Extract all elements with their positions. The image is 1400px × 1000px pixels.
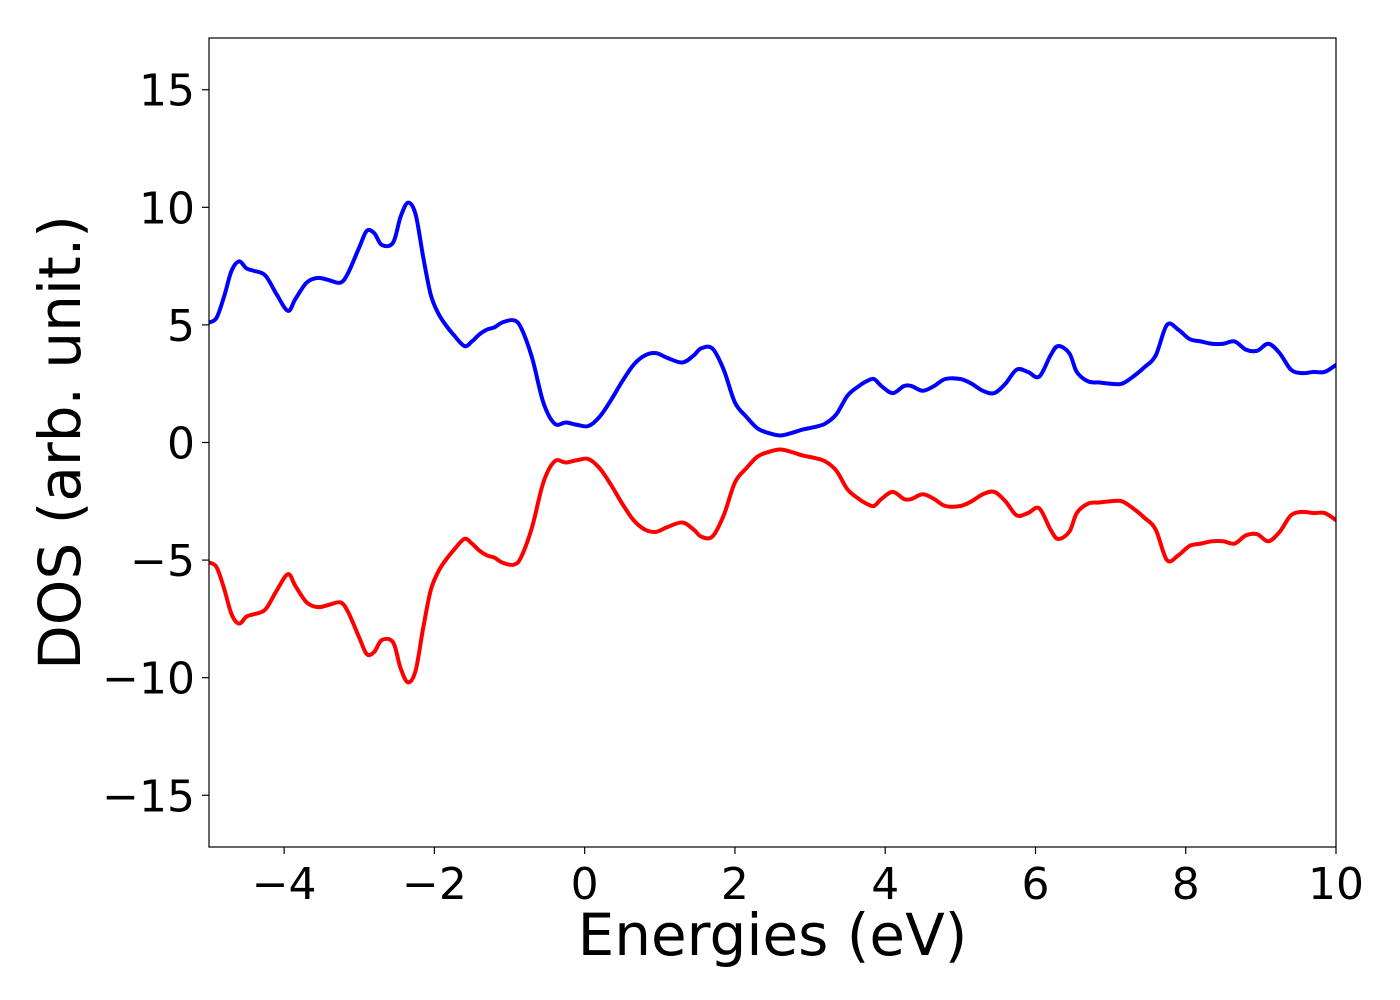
x-axis-ticks: −4 −2 0 2 4 6 8 10 bbox=[252, 847, 1364, 910]
x-tick-label: −4 bbox=[252, 859, 317, 910]
x-tick-label: 2 bbox=[721, 859, 749, 910]
series-layer bbox=[209, 200, 1336, 685]
x-tick-label: 4 bbox=[871, 859, 899, 910]
x-tick-label: 0 bbox=[571, 859, 599, 910]
y-axis-label: DOS (arb. unit.) bbox=[26, 215, 94, 670]
x-tick-label: 6 bbox=[1021, 859, 1049, 910]
series-line-blue bbox=[209, 200, 1336, 438]
x-tick-label: 10 bbox=[1308, 859, 1364, 910]
x-tick-label: 8 bbox=[1172, 859, 1200, 910]
y-axis-ticks: 15 10 5 0 −5 −10 −15 bbox=[102, 66, 209, 822]
x-tick-label: −2 bbox=[402, 859, 467, 910]
y-tick-label: 10 bbox=[139, 183, 195, 234]
x-axis-label: Energies (eV) bbox=[578, 901, 968, 969]
y-tick-label: −5 bbox=[130, 536, 195, 587]
plot-frame bbox=[208, 37, 1337, 848]
y-tick-label: 15 bbox=[139, 66, 195, 117]
y-tick-label: −10 bbox=[102, 654, 195, 705]
series-line-red bbox=[209, 447, 1336, 685]
y-tick-label: 5 bbox=[167, 301, 195, 352]
y-tick-label: −15 bbox=[102, 771, 195, 822]
y-tick-label: 0 bbox=[167, 419, 195, 470]
